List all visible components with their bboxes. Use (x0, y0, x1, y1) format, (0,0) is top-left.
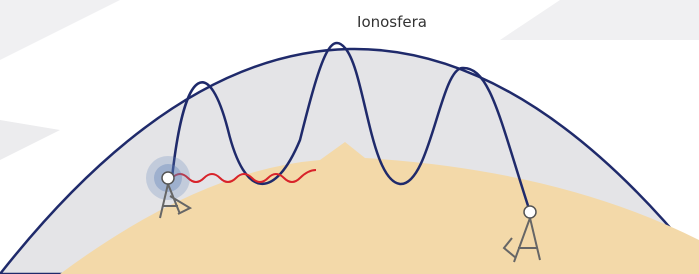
page: {"labels": {"ionosphere": "Ionosfera"}} … (0, 0, 699, 274)
ionosphere-label: Ionosfera (357, 13, 427, 31)
ionosphere-diagram: Ionosfera (0, 0, 699, 274)
